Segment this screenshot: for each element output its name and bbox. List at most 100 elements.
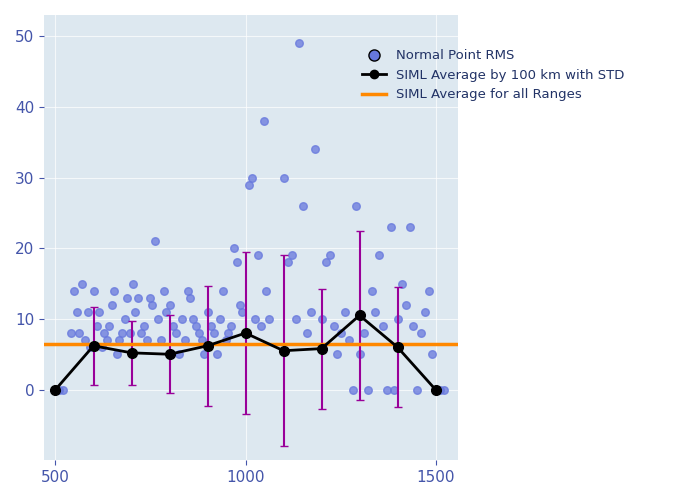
Point [179, 336, 190, 344]
Point [168, 322, 179, 330]
Point [258, 117, 270, 125]
Point [404, 223, 415, 231]
Point [294, 40, 305, 48]
Point [133, 294, 144, 302]
Point [321, 258, 332, 266]
Point [209, 329, 220, 337]
Point [108, 286, 120, 294]
Point [217, 286, 228, 294]
Point [305, 308, 316, 316]
Point [340, 308, 351, 316]
Point [176, 315, 188, 323]
Point [419, 308, 430, 316]
Point [290, 315, 301, 323]
Point [228, 244, 239, 252]
Point [199, 350, 210, 358]
Point [76, 280, 88, 287]
Point [196, 336, 207, 344]
Point [206, 322, 217, 330]
Point [237, 308, 248, 316]
Point [185, 294, 196, 302]
Point [91, 322, 102, 330]
Point [416, 329, 427, 337]
Point [74, 329, 85, 337]
Point [302, 329, 313, 337]
Point [99, 329, 110, 337]
Point [279, 174, 290, 182]
Point [255, 322, 266, 330]
Point [144, 294, 155, 302]
Point [135, 329, 146, 337]
Point [332, 350, 343, 358]
Point [113, 336, 125, 344]
Point [309, 146, 321, 154]
Point [104, 322, 115, 330]
Point [400, 301, 412, 309]
Point [263, 315, 274, 323]
Point [385, 223, 396, 231]
Point [164, 301, 176, 309]
Point [355, 350, 366, 358]
Point [188, 315, 199, 323]
Point [82, 308, 93, 316]
Point [102, 336, 113, 344]
Point [336, 329, 347, 337]
Point [124, 329, 135, 337]
Point [427, 350, 438, 358]
Point [430, 386, 442, 394]
Point [69, 286, 80, 294]
Point [298, 202, 309, 210]
Point [223, 329, 234, 337]
Point [241, 329, 252, 337]
Point [396, 280, 407, 287]
Point [65, 329, 76, 337]
Point [89, 286, 100, 294]
Point [234, 301, 246, 309]
Point [138, 322, 149, 330]
Point [54, 386, 65, 394]
Point [363, 386, 374, 394]
Point [119, 315, 130, 323]
Point [225, 322, 237, 330]
Point [382, 386, 393, 394]
Point [171, 329, 182, 337]
Point [328, 322, 339, 330]
Point [121, 294, 132, 302]
Point [150, 237, 161, 245]
Point [141, 336, 153, 344]
Point [252, 252, 263, 260]
Point [366, 286, 377, 294]
Point [283, 258, 294, 266]
Point [211, 350, 223, 358]
Point [161, 308, 172, 316]
Point [249, 315, 260, 323]
Point [85, 343, 96, 351]
Point [374, 252, 385, 260]
Point [182, 286, 193, 294]
Point [220, 336, 231, 344]
Legend: Normal Point RMS, SIML Average by 100 km with STD, SIML Average for all Ranges: Normal Point RMS, SIML Average by 100 km… [356, 44, 630, 106]
Point [351, 202, 362, 210]
Point [377, 322, 388, 330]
Point [155, 336, 167, 344]
Point [57, 386, 69, 394]
Point [71, 308, 83, 316]
Point [127, 280, 138, 287]
Point [393, 315, 404, 323]
Point [438, 386, 449, 394]
Point [389, 386, 400, 394]
Point [343, 336, 354, 344]
Point [193, 329, 204, 337]
Point [97, 343, 108, 351]
Point [190, 322, 202, 330]
Point [106, 301, 118, 309]
Point [423, 286, 434, 294]
Point [347, 386, 358, 394]
Point [244, 180, 255, 188]
Point [130, 308, 141, 316]
Point [174, 350, 185, 358]
Point [286, 252, 297, 260]
Point [158, 286, 169, 294]
Point [412, 386, 423, 394]
Point [94, 308, 105, 316]
